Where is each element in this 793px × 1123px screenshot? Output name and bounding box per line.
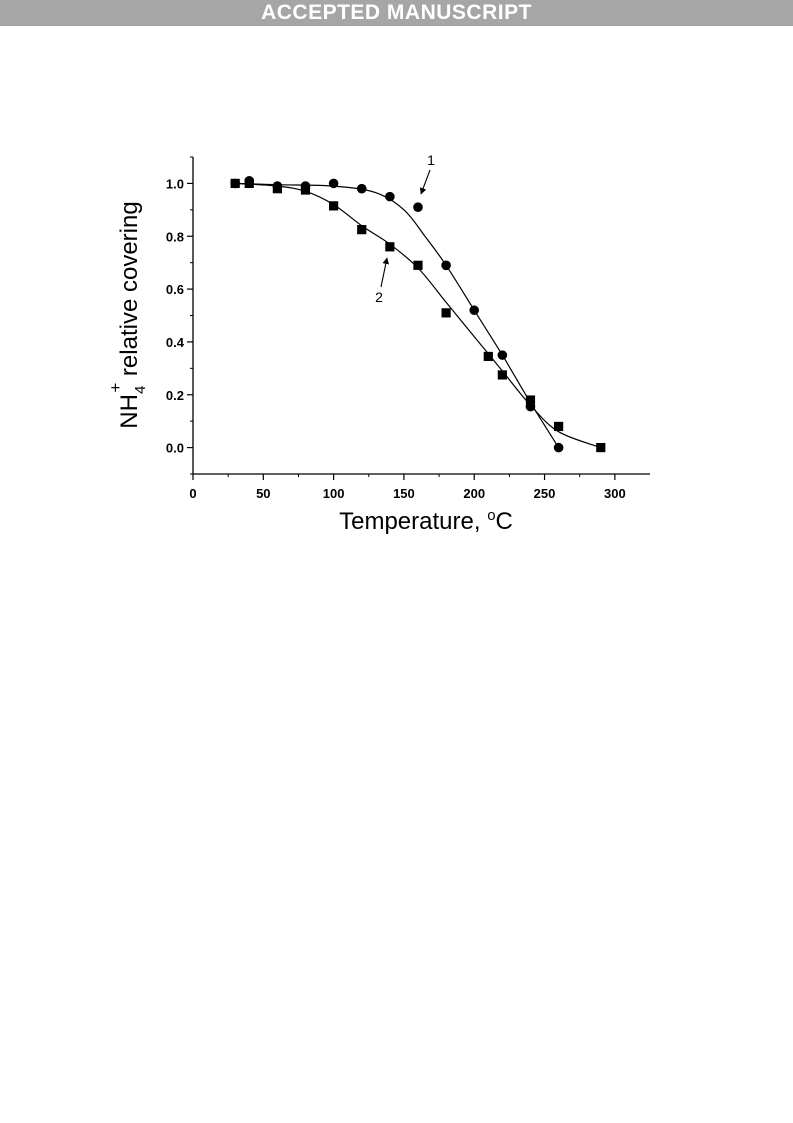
- circle-point: [553, 442, 564, 453]
- x-tick-label: 300: [604, 486, 626, 501]
- square-point: [483, 351, 493, 362]
- square-point: [525, 395, 536, 405]
- banner-text: ACCEPTED MANUSCRIPT: [261, 1, 532, 24]
- square-point: [244, 178, 254, 189]
- curve-label-2: 2: [375, 289, 383, 305]
- x-tick-label: 200: [463, 486, 485, 501]
- square-point: [272, 184, 282, 194]
- square-point: [596, 442, 606, 453]
- square-point: [357, 225, 367, 235]
- fit-curve-1: [235, 182, 560, 448]
- curve-1-arrow: [419, 169, 431, 195]
- circle-point: [385, 191, 395, 202]
- y-tick-label: 0.6: [166, 282, 184, 297]
- curve-2-arrow: [380, 257, 390, 288]
- y-tick-label: 0.0: [166, 441, 184, 456]
- square-point: [497, 370, 507, 380]
- circle-point: [413, 202, 423, 212]
- curve-label-1: 1: [427, 152, 435, 168]
- accepted-manuscript-banner: ACCEPTED MANUSCRIPT: [0, 0, 793, 26]
- x-tick-label: 100: [323, 486, 345, 501]
- square-point: [413, 260, 423, 270]
- square-point: [329, 201, 339, 211]
- x-tick-label: 250: [534, 486, 556, 501]
- axes: 0 50 100 150 200 250 300 0.0 0.2 0.4 0.6 0.8 1.0: [166, 156, 650, 501]
- curve-annotations: 12: [375, 152, 435, 305]
- circle-point: [441, 260, 451, 271]
- y-tick-label: 0.8: [166, 229, 184, 244]
- circle-point: [328, 178, 339, 189]
- square-point: [441, 308, 451, 318]
- square-point: [300, 185, 311, 195]
- x-axis-title: Temperature, oC: [339, 507, 513, 535]
- y-tick-label: 0.2: [166, 388, 184, 403]
- y-tick-label: 0.4: [166, 335, 185, 350]
- y-tick-label: 1.0: [166, 176, 184, 191]
- y-axis-title: NH4+ relative covering: [106, 201, 149, 428]
- circle-point: [469, 305, 480, 316]
- square-point: [230, 178, 240, 189]
- fit-curve-2: [235, 182, 602, 449]
- square-point: [554, 421, 564, 432]
- degree-symbol: o: [487, 507, 495, 524]
- circle-point: [497, 350, 508, 360]
- circle-point: [356, 183, 367, 194]
- ylabel-superscript: +: [106, 383, 125, 393]
- x-tick-label: 50: [256, 486, 270, 501]
- data-points: [230, 175, 606, 453]
- square-point: [385, 242, 395, 252]
- x-tick-label: 0: [189, 486, 196, 501]
- ylabel-subscript: 4: [132, 386, 149, 394]
- fit-curves: [235, 182, 602, 449]
- x-tick-label: 150: [393, 486, 415, 501]
